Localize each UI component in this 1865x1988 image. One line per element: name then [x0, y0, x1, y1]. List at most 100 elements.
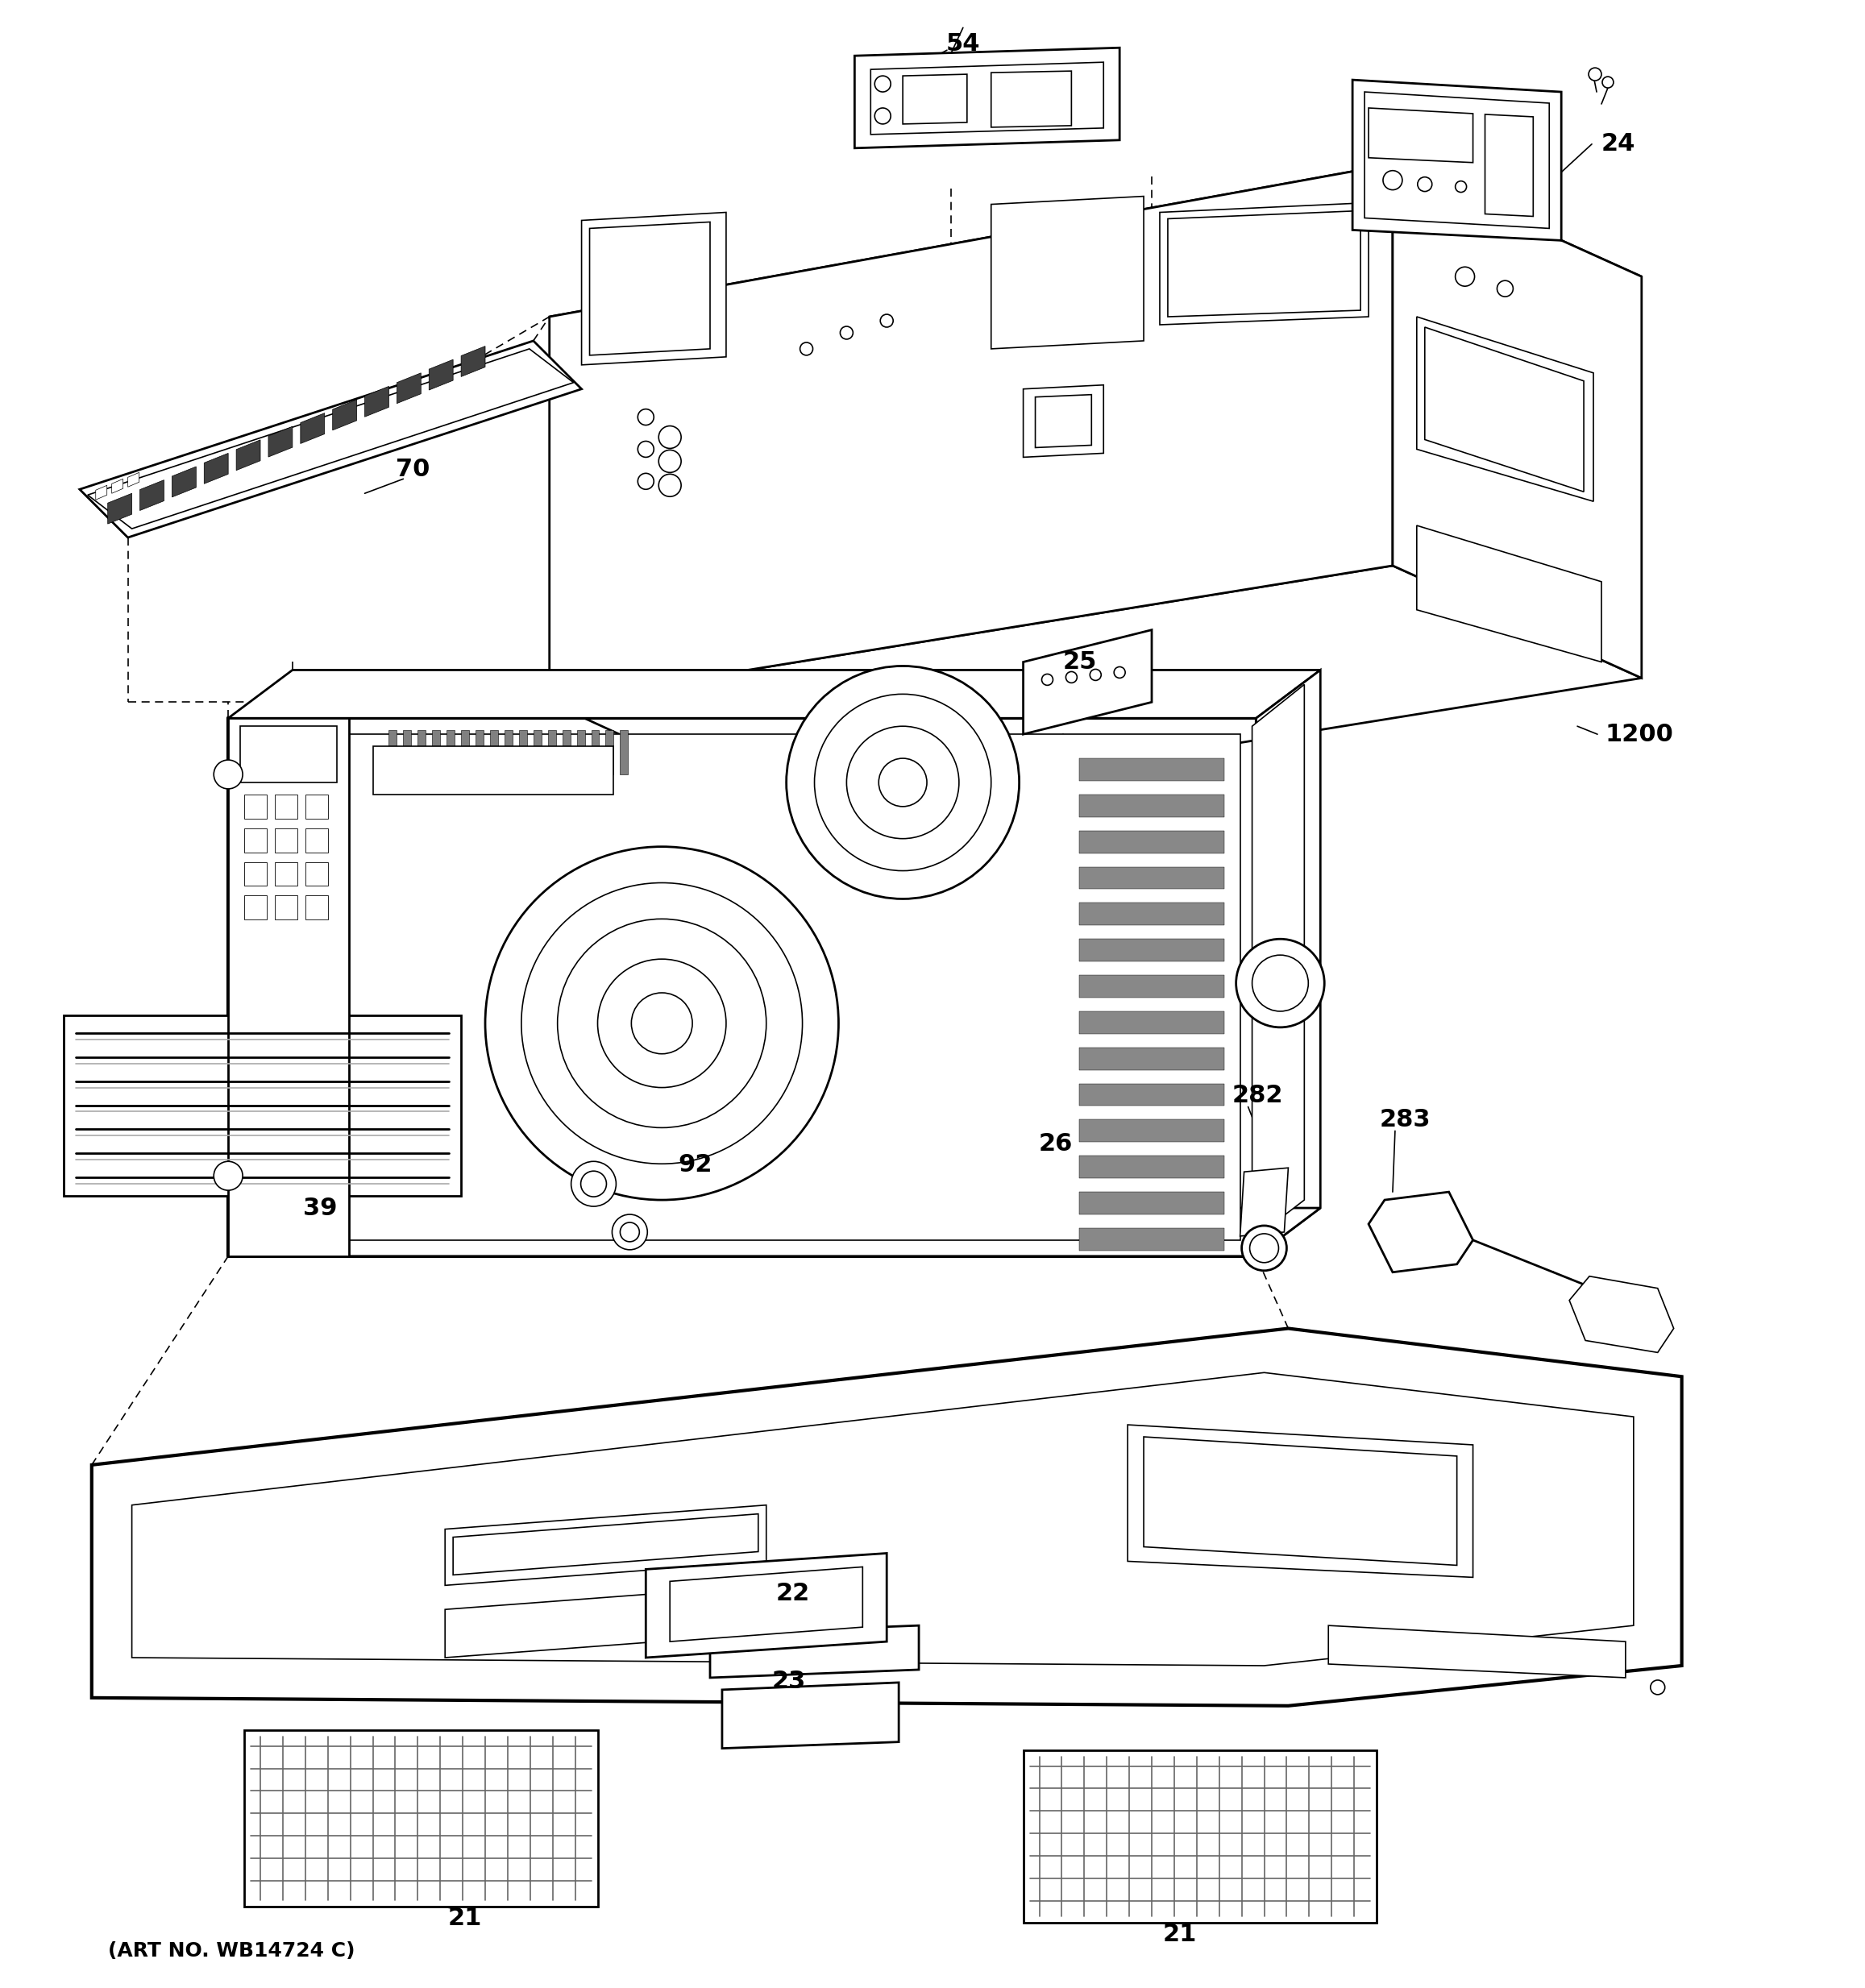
- Polygon shape: [91, 1328, 1682, 1706]
- Polygon shape: [476, 730, 483, 775]
- Polygon shape: [244, 863, 267, 887]
- Circle shape: [638, 473, 655, 489]
- Polygon shape: [670, 1567, 863, 1642]
- Circle shape: [1089, 670, 1100, 680]
- Polygon shape: [990, 197, 1143, 348]
- Polygon shape: [306, 829, 328, 853]
- Circle shape: [658, 473, 681, 497]
- Circle shape: [1498, 280, 1513, 296]
- Polygon shape: [140, 479, 164, 511]
- Text: (ART NO. WB14724 C): (ART NO. WB14724 C): [108, 1940, 354, 1960]
- Polygon shape: [518, 730, 528, 775]
- Polygon shape: [722, 1682, 899, 1747]
- Circle shape: [1236, 938, 1324, 1028]
- Polygon shape: [1080, 1155, 1223, 1179]
- Polygon shape: [1369, 1193, 1473, 1272]
- Polygon shape: [1080, 831, 1223, 853]
- Text: 1200: 1200: [1606, 722, 1675, 746]
- Text: 23: 23: [772, 1670, 806, 1694]
- Circle shape: [880, 314, 893, 328]
- Text: 22: 22: [776, 1582, 809, 1604]
- Polygon shape: [1328, 1626, 1626, 1678]
- Polygon shape: [1240, 1167, 1289, 1237]
- Polygon shape: [1417, 525, 1602, 662]
- Circle shape: [597, 958, 725, 1087]
- Text: 92: 92: [679, 1153, 712, 1177]
- Polygon shape: [80, 340, 582, 537]
- Polygon shape: [1365, 91, 1550, 229]
- Polygon shape: [274, 795, 297, 819]
- Circle shape: [875, 107, 891, 123]
- Circle shape: [1065, 672, 1078, 682]
- Polygon shape: [366, 386, 388, 417]
- Polygon shape: [1167, 211, 1361, 316]
- Text: 21: 21: [448, 1906, 483, 1930]
- Polygon shape: [129, 473, 140, 487]
- Circle shape: [658, 425, 681, 449]
- Text: 26: 26: [1039, 1131, 1072, 1155]
- Polygon shape: [95, 485, 106, 499]
- Polygon shape: [576, 730, 586, 775]
- Polygon shape: [1080, 867, 1223, 889]
- Polygon shape: [1080, 1193, 1223, 1215]
- Polygon shape: [871, 62, 1104, 135]
- Polygon shape: [548, 730, 556, 775]
- Polygon shape: [1080, 1119, 1223, 1143]
- Polygon shape: [172, 467, 196, 497]
- Circle shape: [1251, 954, 1309, 1012]
- Circle shape: [1384, 171, 1402, 191]
- Polygon shape: [1128, 1425, 1473, 1576]
- Circle shape: [485, 847, 839, 1201]
- Circle shape: [847, 726, 959, 839]
- Polygon shape: [1080, 1083, 1223, 1105]
- Text: 24: 24: [1602, 133, 1636, 155]
- Polygon shape: [1485, 115, 1533, 217]
- Polygon shape: [1257, 670, 1320, 1256]
- Polygon shape: [63, 1016, 461, 1197]
- Polygon shape: [1143, 1437, 1457, 1565]
- Polygon shape: [228, 670, 1320, 718]
- Polygon shape: [1425, 328, 1583, 491]
- Polygon shape: [274, 829, 297, 853]
- Polygon shape: [203, 453, 228, 483]
- Polygon shape: [108, 493, 132, 525]
- Polygon shape: [1080, 1012, 1223, 1034]
- Polygon shape: [228, 718, 349, 1256]
- Circle shape: [1651, 1680, 1665, 1694]
- Circle shape: [214, 759, 242, 789]
- Polygon shape: [606, 730, 614, 775]
- Polygon shape: [241, 726, 336, 783]
- Polygon shape: [429, 360, 453, 390]
- Polygon shape: [1251, 684, 1304, 1241]
- Polygon shape: [1393, 165, 1641, 678]
- Circle shape: [612, 1215, 647, 1250]
- Polygon shape: [504, 730, 513, 775]
- Circle shape: [1602, 78, 1613, 87]
- Polygon shape: [1024, 386, 1104, 457]
- Polygon shape: [990, 72, 1071, 127]
- Polygon shape: [1080, 757, 1223, 781]
- Polygon shape: [550, 165, 1641, 429]
- Circle shape: [1455, 266, 1475, 286]
- Circle shape: [1589, 68, 1602, 82]
- Circle shape: [1242, 1227, 1287, 1270]
- Circle shape: [214, 1161, 242, 1191]
- Polygon shape: [591, 730, 599, 775]
- Circle shape: [1043, 674, 1054, 686]
- Circle shape: [1417, 177, 1432, 191]
- Polygon shape: [332, 400, 356, 429]
- Polygon shape: [490, 730, 498, 775]
- Polygon shape: [1160, 203, 1369, 324]
- Polygon shape: [1417, 316, 1593, 501]
- Circle shape: [658, 449, 681, 473]
- Polygon shape: [903, 74, 968, 123]
- Circle shape: [638, 410, 655, 425]
- Polygon shape: [132, 1372, 1634, 1666]
- Polygon shape: [446, 1584, 767, 1658]
- Circle shape: [632, 992, 692, 1054]
- Circle shape: [875, 76, 891, 91]
- Polygon shape: [446, 1505, 767, 1584]
- Polygon shape: [228, 1209, 1320, 1256]
- Text: 283: 283: [1378, 1107, 1430, 1131]
- Polygon shape: [306, 897, 328, 920]
